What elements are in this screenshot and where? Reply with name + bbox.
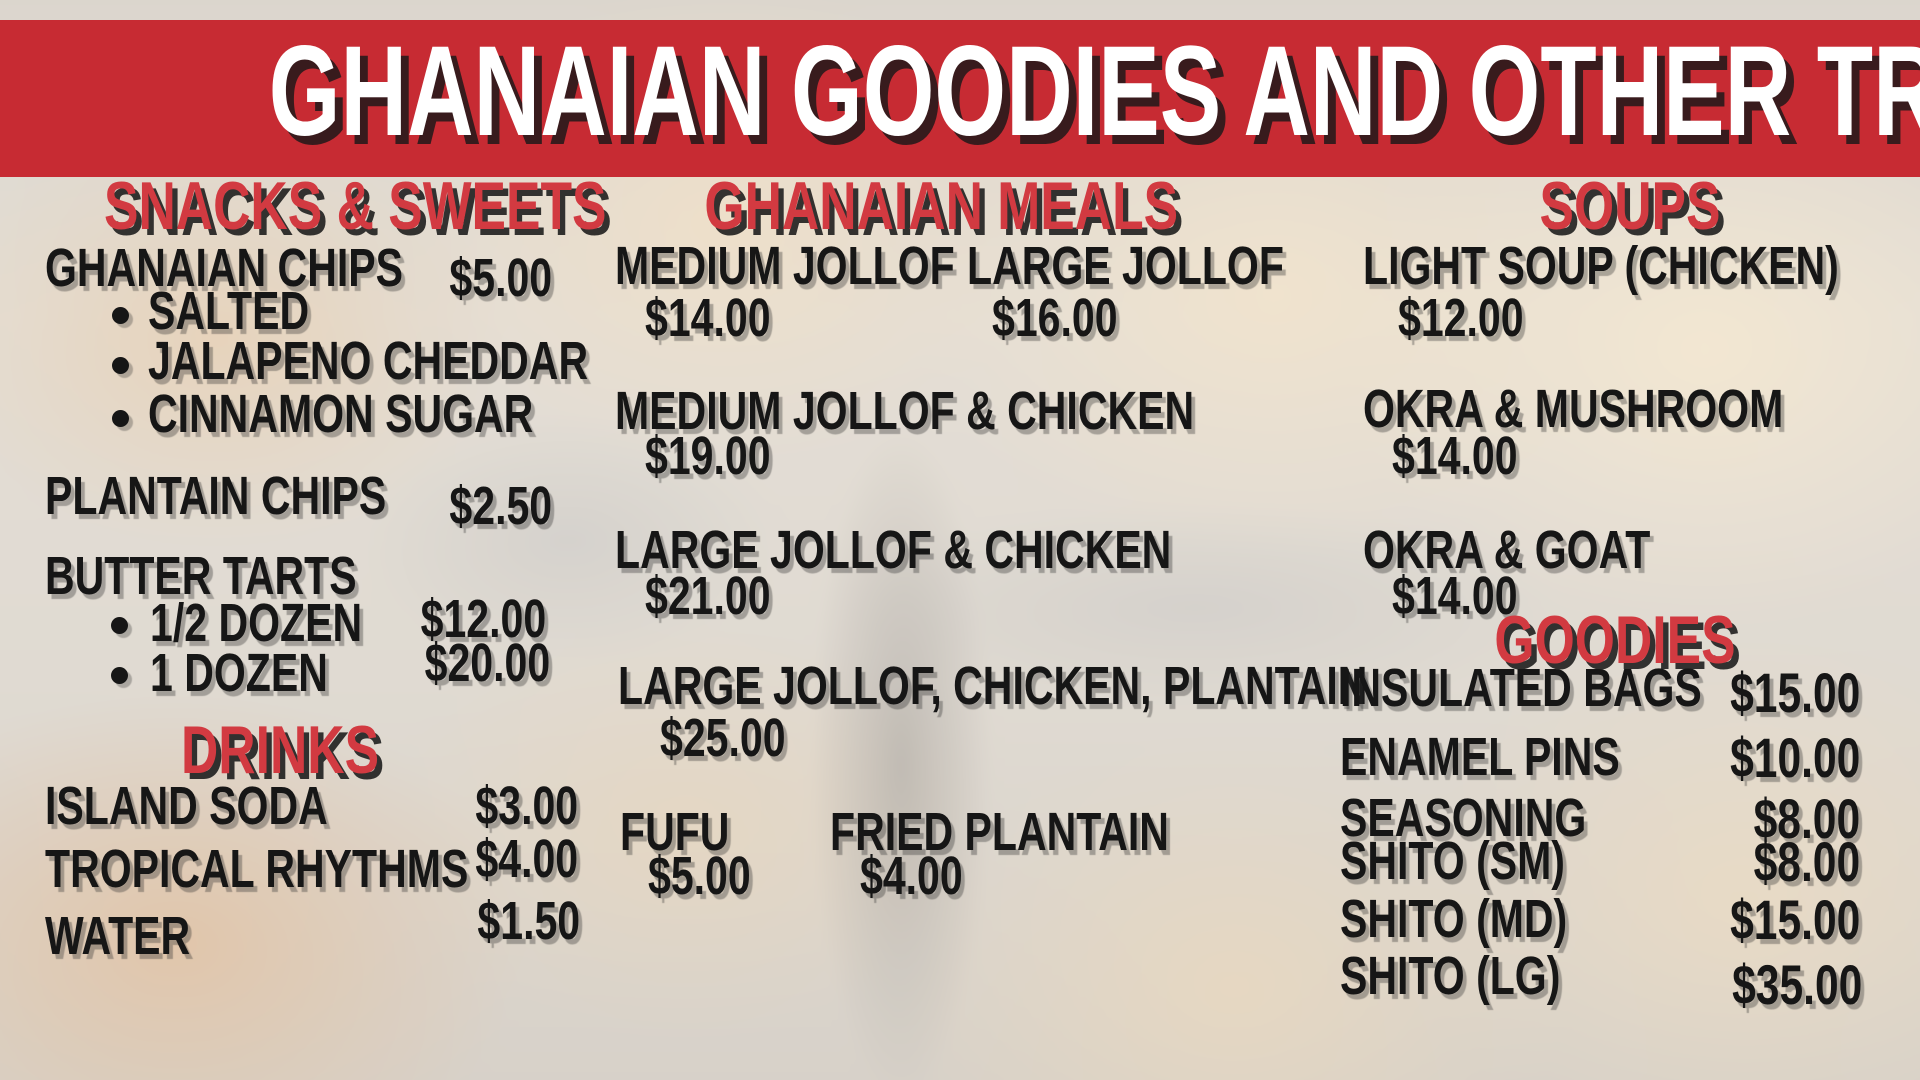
item-butter-tarts-half-dozen: 1/2 DOZEN	[150, 593, 363, 653]
item-insulated-bags: INSULATED BAGS	[1340, 658, 1702, 718]
item-shito-md: SHITO (MD)	[1340, 889, 1568, 949]
price-fufu: $5.00	[648, 846, 751, 906]
item-chip-flavor-jalapeno: JALAPENO CHEDDAR	[148, 331, 589, 391]
price-shito-lg: $35.00	[1731, 953, 1862, 1016]
item-seasoning: SEASONING	[1340, 788, 1587, 848]
price-butter-tarts-one-dozen: $20.00	[424, 633, 550, 693]
price-large-jollof-chicken-plantain: $25.00	[660, 708, 786, 768]
price-okra-goat: $14.00	[1392, 566, 1518, 626]
bullet-icon	[112, 410, 129, 427]
section-heading-drinks: DRINKS	[180, 712, 380, 788]
price-fried-plantain: $4.00	[860, 846, 963, 906]
item-chip-flavor-cinnamon: CINNAMON SUGAR	[148, 384, 534, 444]
price-large-jollof: $16.00	[992, 288, 1118, 348]
price-seasoning: $8.00	[1753, 787, 1860, 850]
bullet-icon	[112, 357, 129, 374]
item-medium-jollof: MEDIUM JOLLOF	[615, 236, 955, 296]
item-enamel-pins: ENAMEL PINS	[1340, 727, 1620, 787]
item-island-soda: ISLAND SODA	[45, 776, 328, 836]
price-butter-tarts-half-dozen: $12.00	[420, 589, 546, 649]
item-water: WATER	[45, 906, 191, 966]
price-shito-md: $15.00	[1729, 888, 1860, 951]
price-water: $1.50	[477, 891, 580, 951]
bullet-icon	[112, 307, 129, 324]
price-medium-jollof-chicken: $19.00	[645, 426, 771, 486]
bullet-icon	[111, 667, 128, 684]
item-tropical-rhythms: TROPICAL RHYTHMS	[45, 839, 469, 899]
section-heading-goodies: GOODIES	[1494, 602, 1736, 678]
item-butter-tarts: BUTTER TARTS	[45, 546, 357, 606]
poster-title: GHANAIAN GOODIES AND OTHER TREATS	[268, 20, 1920, 163]
section-heading-soups: SOUPS	[1539, 168, 1721, 244]
item-large-jollof: LARGE JOLLOF	[967, 236, 1284, 296]
item-medium-jollof-chicken: MEDIUM JOLLOF & CHICKEN	[615, 381, 1195, 441]
price-enamel-pins: $10.00	[1729, 726, 1860, 789]
price-ghanaian-chips: $5.00	[449, 248, 552, 308]
price-light-soup-chicken: $12.00	[1398, 288, 1524, 348]
bullet-icon	[111, 617, 128, 634]
item-butter-tarts-one-dozen: 1 DOZEN	[150, 643, 328, 703]
item-fried-plantain: FRIED PLANTAIN	[830, 802, 1169, 862]
section-heading-snacks-sweets: SNACKS & SWEETS	[104, 168, 607, 244]
item-light-soup-chicken: LIGHT SOUP (CHICKEN)	[1363, 236, 1839, 296]
item-large-jollof-chicken-plantain: LARGE JOLLOF, CHICKEN, PLANTAIN	[618, 656, 1368, 716]
item-ghanaian-chips: GHANAIAN CHIPS	[45, 238, 403, 298]
item-shito-lg: SHITO (LG)	[1340, 946, 1561, 1006]
item-okra-goat: OKRA & GOAT	[1363, 520, 1651, 580]
price-plantain-chips: $2.50	[449, 476, 552, 536]
item-plantain-chips: PLANTAIN CHIPS	[45, 466, 387, 526]
price-island-soda: $3.00	[475, 776, 578, 836]
title-banner: GHANAIAN GOODIES AND OTHER TREATS	[0, 20, 1920, 177]
item-chip-flavor-salted: SALTED	[148, 281, 310, 341]
item-shito-sm: SHITO (SM)	[1340, 831, 1565, 891]
price-tropical-rhythms: $4.00	[475, 829, 578, 889]
item-large-jollof-chicken: LARGE JOLLOF & CHICKEN	[615, 520, 1172, 580]
price-medium-jollof: $14.00	[645, 288, 771, 348]
item-fufu: FUFU	[620, 802, 730, 862]
section-heading-ghanaian-meals: GHANAIAN MEALS	[704, 168, 1179, 244]
price-shito-sm: $8.00	[1753, 830, 1860, 893]
price-okra-mushroom: $14.00	[1392, 426, 1518, 486]
item-okra-mushroom: OKRA & MUSHROOM	[1363, 379, 1784, 439]
price-large-jollof-chicken: $21.00	[645, 566, 771, 626]
price-insulated-bags: $15.00	[1729, 661, 1860, 724]
